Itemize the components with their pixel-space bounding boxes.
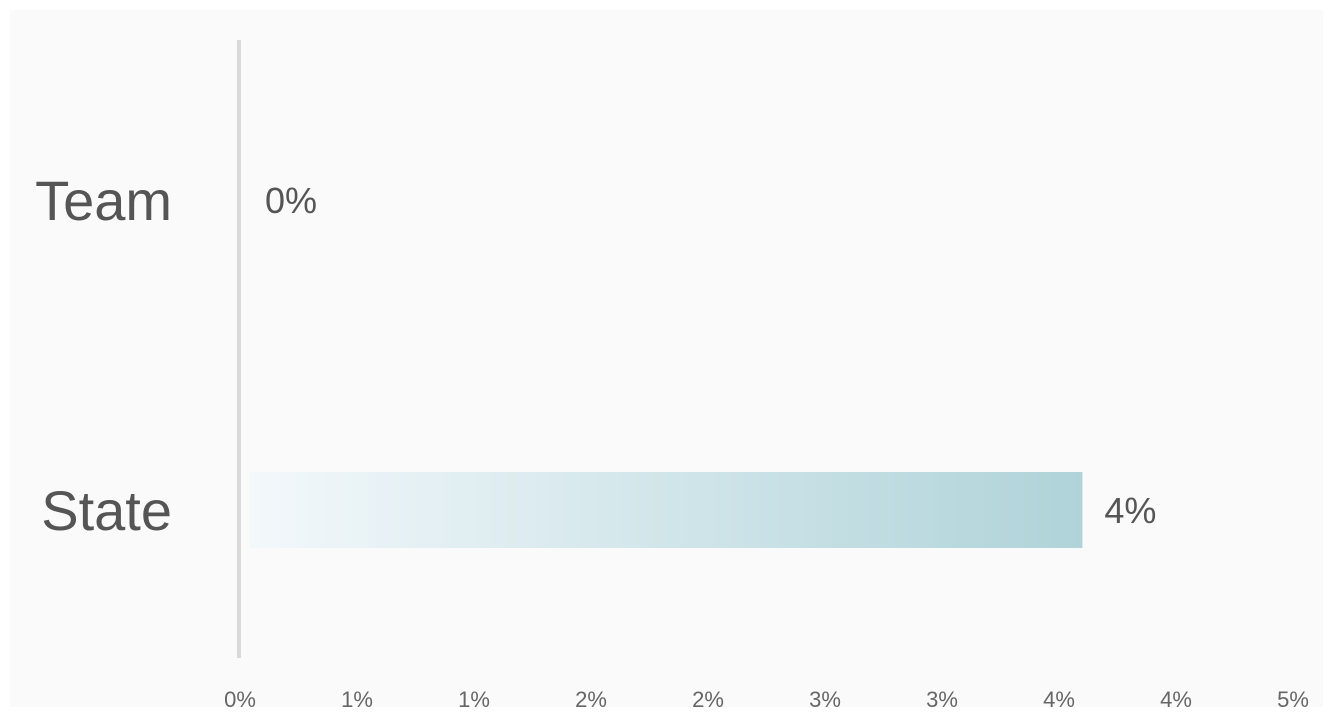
x-tick-label: 0% xyxy=(224,687,256,712)
x-tick-label: 3% xyxy=(809,687,841,712)
x-tick-label: 3% xyxy=(926,687,958,712)
labels-layer: Team 0% State 4% xyxy=(35,169,1156,542)
x-tick-label: 5% xyxy=(1277,687,1309,712)
plot-background xyxy=(10,10,1323,707)
data-label-state: 4% xyxy=(1104,490,1156,531)
x-tick-label: 1% xyxy=(341,687,373,712)
category-label-team: Team xyxy=(35,169,172,232)
x-tick-label: 1% xyxy=(458,687,490,712)
bar-state xyxy=(250,472,1083,548)
x-axis-ticks: 0% 1% 1% 2% 2% 3% 3% 4% 4% 5% xyxy=(224,687,1309,712)
category-label-state: State xyxy=(41,479,172,542)
x-tick-label: 4% xyxy=(1043,687,1075,712)
x-tick-label: 2% xyxy=(575,687,607,712)
bars-layer xyxy=(250,472,1083,548)
x-tick-label: 4% xyxy=(1160,687,1192,712)
x-tick-label: 2% xyxy=(692,687,724,712)
data-label-team: 0% xyxy=(265,180,317,221)
